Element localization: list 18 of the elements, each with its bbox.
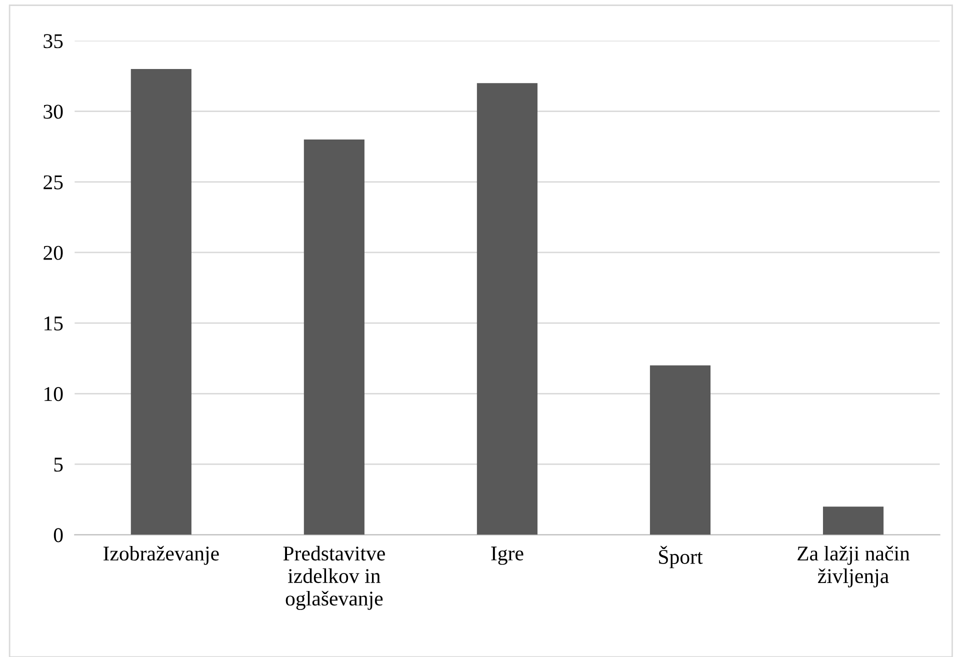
- y-tick-label: 5: [54, 458, 63, 472]
- x-tick-label: Predstavitve izdelkov in oglaševanje: [283, 546, 385, 610]
- x-tick-label: Za lažji način življenja: [798, 546, 910, 588]
- y-tick-label: 15: [44, 316, 63, 330]
- bar: [130, 68, 192, 535]
- y-tick-label: 0: [54, 528, 63, 542]
- bar: [822, 506, 884, 535]
- bar: [650, 365, 711, 535]
- x-tick-label: Izobraževanje: [104, 546, 219, 565]
- y-tick-label: 25: [44, 175, 63, 190]
- y-tick-label: 20: [44, 246, 63, 260]
- y-tick-label: 30: [44, 104, 63, 119]
- bar: [476, 83, 538, 535]
- x-tick-label: Igre: [491, 546, 524, 565]
- bar: [304, 140, 364, 535]
- y-tick-label: 10: [44, 387, 63, 402]
- x-tick-label: Šport: [659, 546, 703, 568]
- y-tick-label: 35: [44, 34, 63, 48]
